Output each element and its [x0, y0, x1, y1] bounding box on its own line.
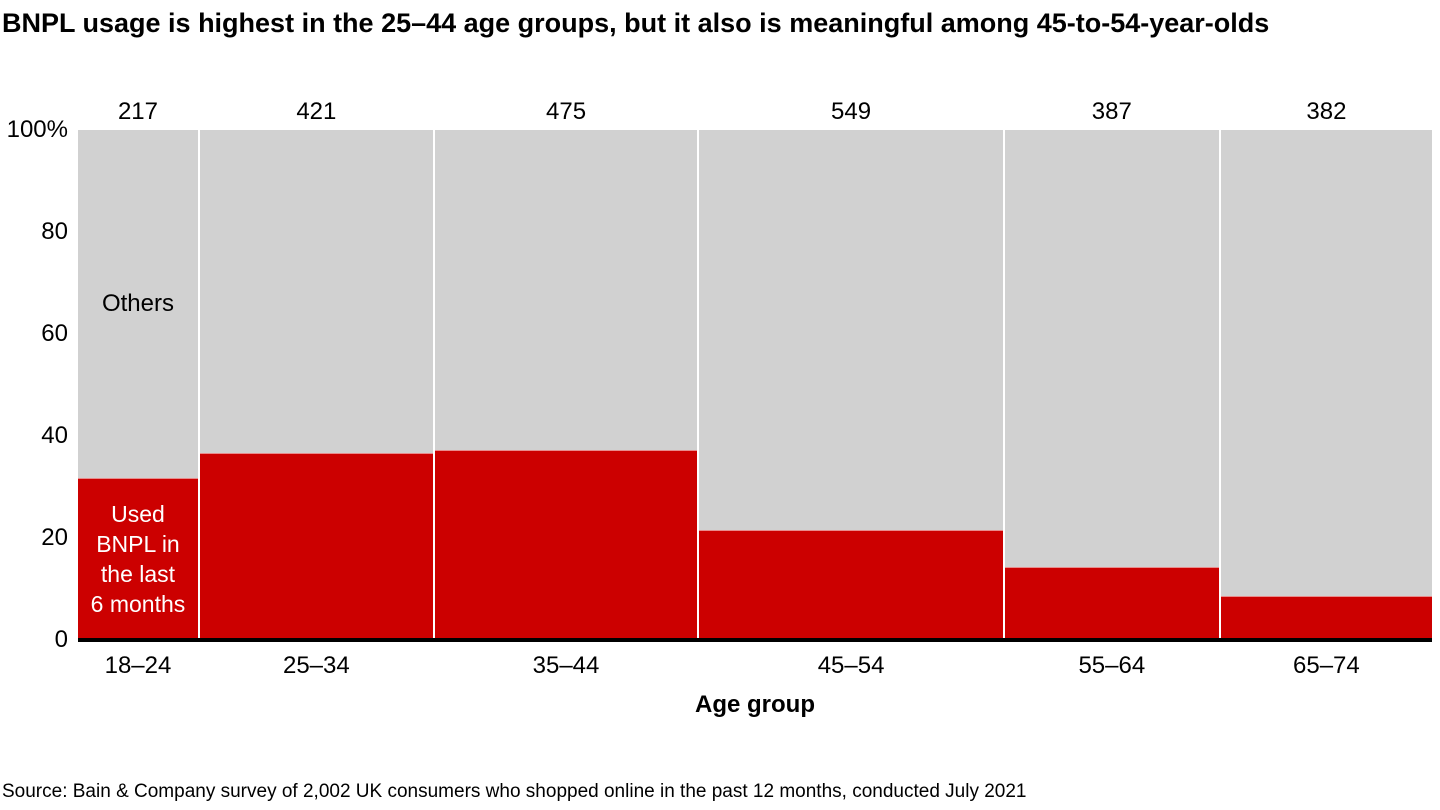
others-series-label: Others — [101, 289, 174, 317]
x-axis-title: Age group — [695, 691, 815, 718]
y-tick-label-60: 60 — [41, 320, 68, 347]
segment-used-bnpl-35–44 — [434, 450, 698, 640]
segment-used-bnpl-18–24: Used BNPL in the last 6 months — [78, 477, 198, 640]
x-tick-label-25–34: 25–34 — [282, 652, 350, 679]
y-tick-label-40: 40 — [41, 422, 68, 449]
segment-others-35–44 — [434, 130, 698, 451]
mekko-column-45–54 — [699, 130, 1003, 640]
segment-used-bnpl-55–64 — [1004, 567, 1219, 640]
column-counts-row: 217 421 475 549 387 382 — [78, 98, 1432, 126]
x-axis-line — [78, 638, 1432, 642]
x-tick-label-18–24: 18–24 — [104, 652, 172, 679]
column-count-label: 549 — [831, 98, 872, 125]
mekko-column-65–74 — [1220, 130, 1432, 640]
segment-others-25–34 — [199, 130, 433, 453]
used-bnpl-series-label-line: 6 months — [90, 591, 186, 618]
column-count-label: 475 — [545, 98, 587, 125]
mekko-column-55–64 — [1004, 130, 1219, 640]
used-bnpl-series-label-line: Used — [111, 501, 165, 528]
chart-title: BNPL usage is highest in the 25–44 age g… — [2, 8, 1270, 38]
column-count-label: 382 — [1306, 98, 1347, 125]
mekko-column-18–24: Others Used BNPL in the last 6 months — [78, 130, 198, 640]
segment-others-65–74 — [1220, 130, 1432, 597]
segment-others-45–54 — [699, 130, 1003, 530]
column-count-label: 217 — [117, 98, 159, 125]
column-count-label: 387 — [1091, 98, 1132, 125]
x-tick-label-45–54: 45–54 — [817, 652, 885, 679]
y-axis-tick-labels: 100% 80 60 40 20 0 — [0, 116, 68, 653]
mekko-column-25–34 — [199, 130, 433, 640]
x-tick-label-65–74: 65–74 — [1293, 652, 1360, 679]
segment-others-55–64 — [1004, 130, 1219, 568]
y-tick-label-20: 20 — [41, 524, 68, 551]
column-count-label: 421 — [296, 98, 337, 125]
used-bnpl-series-label: Used BNPL in the last 6 months — [91, 499, 186, 619]
x-tick-label-55–64: 55–64 — [1078, 652, 1146, 679]
used-bnpl-series-label-line: BNPL in — [96, 531, 180, 558]
source-note: Source: Bain & Company survey of 2,002 U… — [2, 781, 1027, 802]
y-tick-label-80: 80 — [41, 218, 68, 245]
y-tick-label-100: 100% — [6, 116, 68, 143]
segment-others-18–24: Others — [78, 130, 198, 478]
mekko-column-35–44 — [434, 130, 698, 640]
segment-used-bnpl-65–74 — [1220, 596, 1432, 640]
x-axis-tick-labels: 18–24 25–34 35–44 45–54 55–64 65–74 — [78, 652, 1432, 682]
segment-used-bnpl-45–54 — [699, 529, 1003, 640]
x-tick-label-35–44: 35–44 — [532, 652, 600, 679]
segment-used-bnpl-25–34 — [199, 452, 433, 640]
used-bnpl-series-label-line: the last — [100, 561, 176, 588]
mekko-plot-area: Others Used BNPL in the last 6 months — [78, 130, 1432, 640]
y-tick-label-0: 0 — [54, 626, 68, 653]
